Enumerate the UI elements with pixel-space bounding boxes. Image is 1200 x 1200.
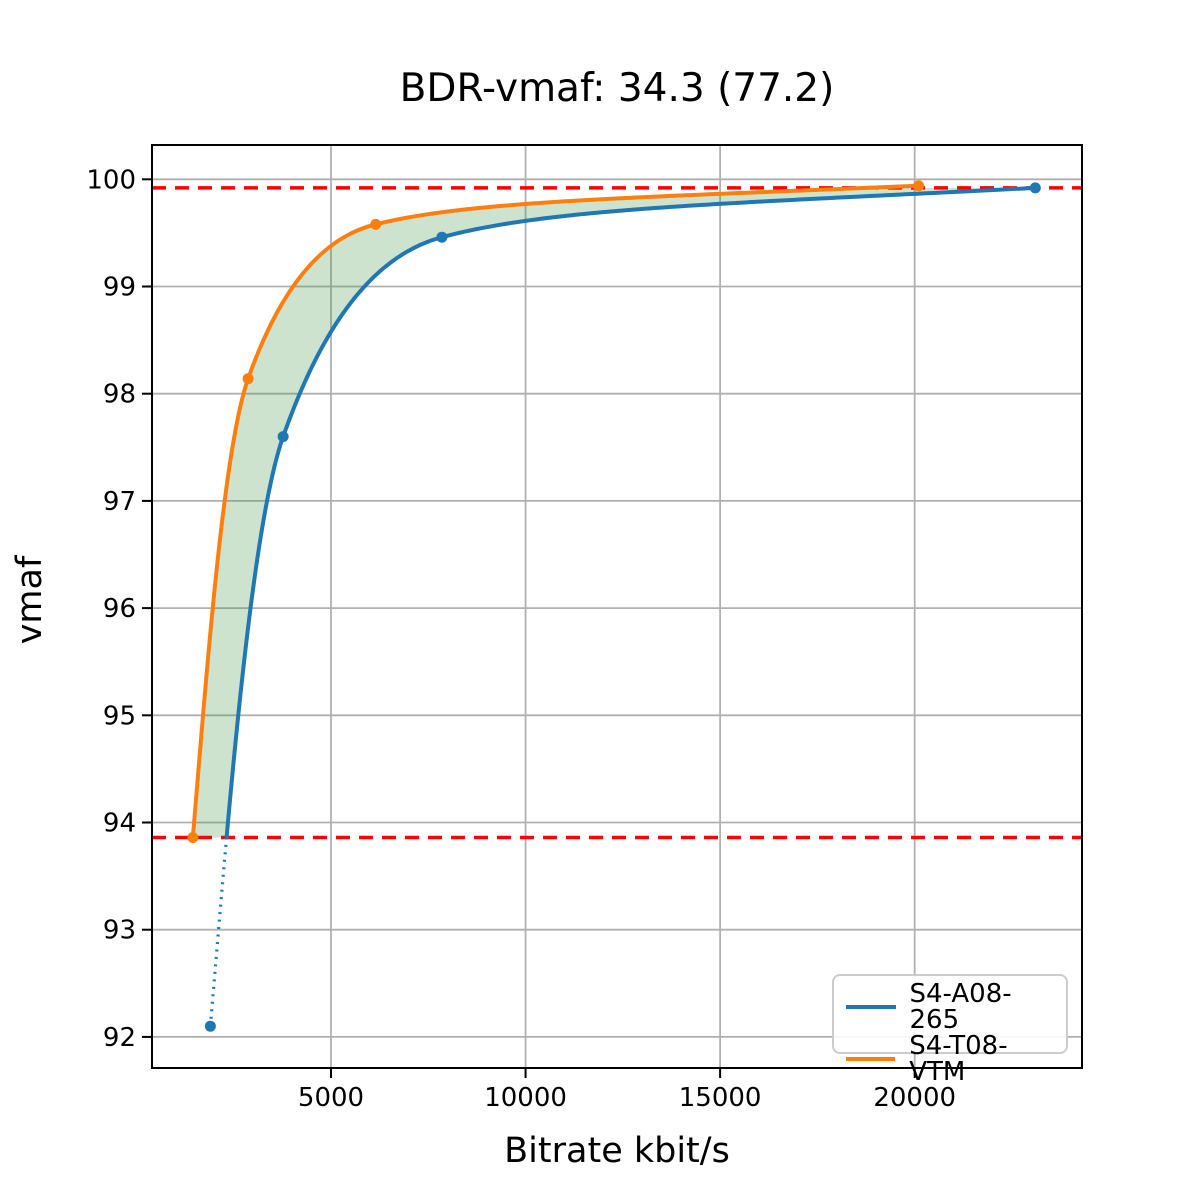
series-s4-a08-265-curve bbox=[224, 185, 1038, 840]
legend-label: S4-T08-VTM bbox=[909, 1031, 1008, 1087]
data-point-marker bbox=[242, 373, 254, 385]
legend-line-swatch-orange bbox=[846, 1057, 896, 1061]
y-axis-label: vmaf bbox=[10, 555, 50, 645]
y-tick-label: 92 bbox=[103, 1023, 136, 1053]
legend-line-swatch-blue bbox=[846, 1005, 896, 1009]
axes-border bbox=[151, 144, 1083, 1069]
x-tick-label: 20000 bbox=[873, 1083, 956, 1113]
data-point-marker bbox=[187, 832, 199, 844]
y-tick-label: 94 bbox=[103, 809, 136, 839]
x-tick-label: 15000 bbox=[679, 1083, 762, 1113]
y-tick-label: 97 bbox=[103, 487, 136, 517]
y-tick-label: 96 bbox=[103, 594, 136, 624]
data-point-marker bbox=[204, 1020, 216, 1032]
series-s4-a08-265-dotted-tail bbox=[208, 837, 229, 1027]
chart-title: BDR-vmaf: 34.3 (77.2) bbox=[399, 66, 835, 111]
data-point-marker bbox=[370, 218, 382, 230]
data-point-marker bbox=[436, 231, 448, 243]
y-tick-label: 93 bbox=[103, 916, 136, 946]
legend-item-s4-a08-265: S4-A08-265 bbox=[846, 981, 1054, 1033]
x-axis-label: Bitrate kbit/s bbox=[504, 1131, 730, 1171]
series-s4-t08-vtm-curve bbox=[190, 183, 921, 840]
data-point-marker bbox=[277, 431, 289, 443]
data-point-marker bbox=[1029, 182, 1041, 194]
x-tick-label: 5000 bbox=[298, 1083, 364, 1113]
legend: S4-A08-265 S4-T08-VTM bbox=[832, 974, 1068, 1085]
legend-item-s4-t08-vtm: S4-T08-VTM bbox=[846, 1033, 1054, 1085]
y-tick-label: 99 bbox=[103, 273, 136, 303]
y-tick-label: 98 bbox=[103, 380, 136, 410]
y-tick-label: 95 bbox=[103, 701, 136, 731]
y-tick-label: 100 bbox=[86, 165, 136, 195]
legend-label: S4-A08-265 bbox=[909, 979, 1012, 1035]
bd-shaded-region bbox=[192, 187, 1036, 838]
x-tick-label: 10000 bbox=[484, 1083, 567, 1113]
data-point-marker bbox=[913, 180, 925, 192]
